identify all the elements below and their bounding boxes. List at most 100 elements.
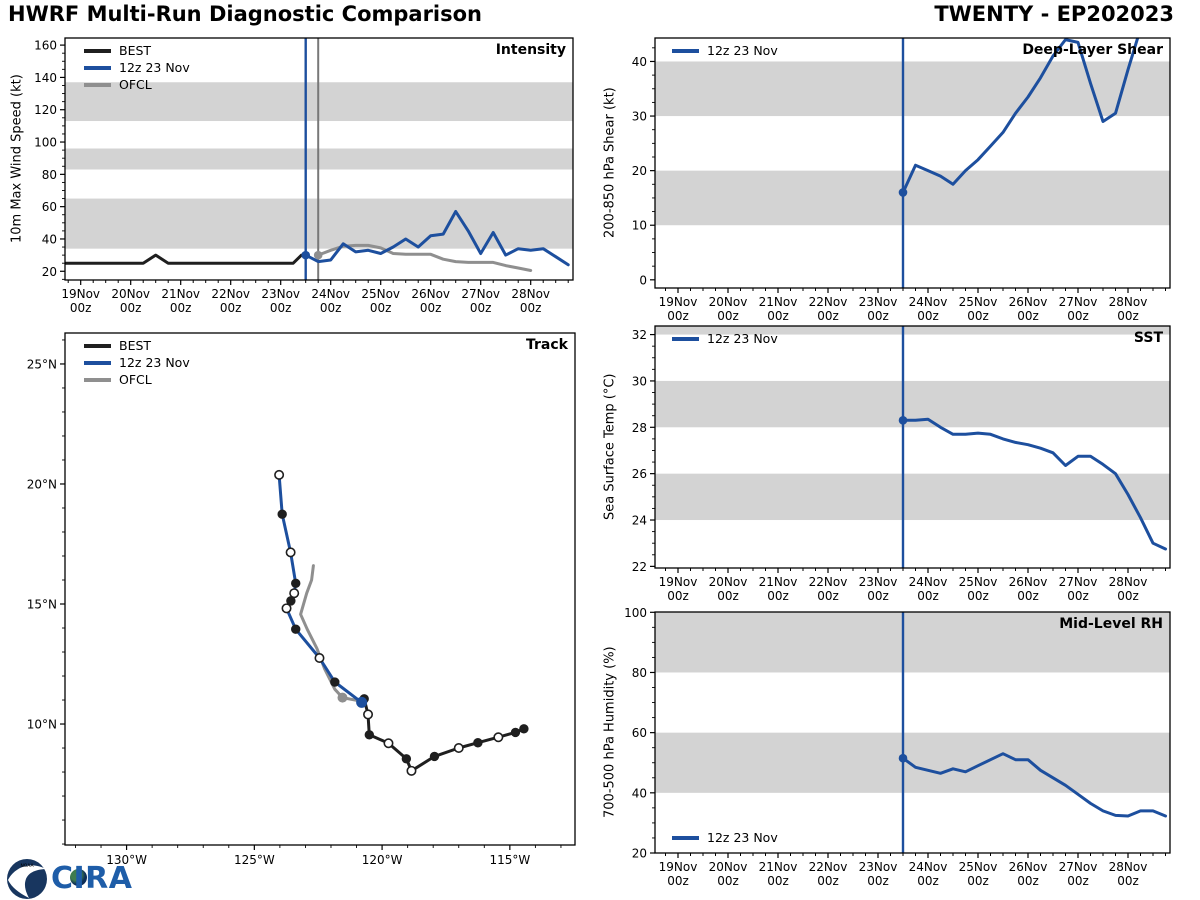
model-start-dot	[898, 188, 908, 197]
x-tick-date-label: 27Nov	[1059, 860, 1098, 874]
shear-y-axis-label: 200-850 hPa Shear (kt)	[602, 87, 618, 239]
intensity-model-line	[304, 210, 570, 267]
model-start-dot	[898, 753, 908, 763]
track-model-line	[277, 473, 364, 704]
category-band	[655, 170, 1170, 226]
ofcl-start-dot	[313, 250, 323, 260]
x-tick-date-label: 25Nov	[959, 295, 998, 309]
model-line-swatch	[84, 361, 111, 365]
track-best-point	[473, 738, 483, 748]
track-best-point	[364, 730, 375, 740]
track-best-point	[401, 754, 412, 764]
x-tick-date-label: 28Nov	[511, 287, 550, 301]
plot-frame	[64, 37, 574, 281]
track-model-point	[356, 696, 368, 708]
track-model-point	[330, 677, 340, 687]
track-best-point	[493, 732, 504, 743]
track-model-point	[285, 547, 296, 558]
y-tick-label: 40	[632, 55, 647, 69]
x-tick-date-label: 23Nov	[859, 860, 898, 874]
track-model-point	[291, 624, 301, 634]
x-tick-hour-label: 00z	[1117, 874, 1139, 888]
track-best-point	[510, 727, 521, 738]
legend-label-model: 12z 23 Nov	[707, 331, 778, 346]
x-tick-date-label: 27Nov	[1059, 575, 1098, 589]
x-tick-hour-label: 00z	[1117, 589, 1139, 603]
x-tick-hour-label: 00z	[767, 874, 789, 888]
legend-item-best: BEST	[84, 338, 190, 354]
x-tick-hour-label: 00z	[817, 874, 839, 888]
x-tick-date-label: 25Nov	[959, 860, 998, 874]
intensity-panel-title: Intensity	[495, 42, 566, 58]
page-title: HWRF Multi-Run Diagnostic Comparison	[8, 2, 483, 26]
plot-frame	[654, 37, 1171, 289]
track-model-point	[291, 578, 301, 589]
x-tick-hour-label: 00z	[1017, 309, 1039, 323]
x-tick-hour-label: 00z	[1017, 589, 1039, 603]
track-best-point	[519, 724, 529, 734]
x-tick-date-label: 26Nov	[1009, 295, 1048, 309]
rh-legend: 12z 23 Nov	[672, 830, 778, 846]
rh-panel-title: Mid-Level RH	[1059, 616, 1163, 632]
x-tick-date-label: 19Nov	[659, 860, 698, 874]
x-tick-hour-label: 00z	[867, 589, 889, 603]
plot-frame	[654, 325, 1171, 569]
y-tick-label: 20	[632, 847, 647, 861]
y-tick-label: 60	[632, 726, 647, 740]
x-tick-date-label: 26Nov	[1009, 860, 1048, 874]
x-tick-date-label: 27Nov	[1059, 295, 1098, 309]
x-tick-date-label: 24Nov	[909, 575, 948, 589]
x-tick-hour-label: 00z	[817, 589, 839, 603]
y-tick-label: 24	[632, 514, 647, 528]
lat-tick-label: 15°N	[27, 598, 57, 612]
x-tick-hour-label: 00z	[917, 309, 939, 323]
storm-title: TWENTY - EP202023	[934, 2, 1174, 26]
x-tick-date-label: 23Nov	[859, 295, 898, 309]
intensity-y-axis-label: 10m Max Wind Speed (kt)	[9, 74, 25, 244]
y-tick-label: 30	[632, 110, 647, 124]
track-ofcl-line	[299, 564, 363, 703]
track-model-point	[281, 603, 292, 614]
track-model-point	[274, 469, 285, 480]
lon-tick-label: 125°W	[234, 853, 275, 867]
x-tick-date-label: 23Nov	[859, 575, 898, 589]
x-tick-hour-label: 00z	[170, 301, 192, 315]
y-tick-label: 22	[632, 560, 647, 574]
track-best-point	[453, 743, 464, 754]
shear-legend: 12z 23 Nov	[672, 43, 778, 59]
x-tick-date-label: 25Nov	[959, 575, 998, 589]
rh-y-axis-label: 700-500 hPa Humidity (%)	[602, 646, 618, 819]
best-line-swatch	[84, 344, 111, 348]
model-line-swatch	[672, 337, 699, 341]
sst-chart: 19Nov00z20Nov00z21Nov00z22Nov00z23Nov00z…	[632, 325, 1171, 603]
rh-chart: 19Nov00z20Nov00z21Nov00z22Nov00z23Nov00z…	[624, 606, 1171, 888]
x-tick-hour-label: 00z	[667, 589, 689, 603]
x-tick-hour-label: 00z	[1067, 309, 1089, 323]
y-tick-label: 28	[632, 421, 647, 435]
lon-tick-label: 130°W	[106, 853, 147, 867]
x-tick-hour-label: 00z	[967, 589, 989, 603]
y-tick-label: 80	[42, 168, 57, 182]
track-model-point	[289, 588, 300, 599]
x-tick-date-label: 25Nov	[361, 287, 400, 301]
x-tick-hour-label: 00z	[370, 301, 392, 315]
lat-tick-label: 10°N	[27, 718, 57, 732]
noaa-logo-text: NOAA	[20, 863, 34, 869]
intensity-ofcl-line	[316, 243, 533, 272]
rh-model-line	[901, 752, 1167, 818]
legend-item-model: 12z 23 Nov	[672, 830, 778, 846]
x-tick-date-label: 26Nov	[1009, 575, 1048, 589]
model-line-swatch	[672, 836, 699, 840]
track-best-point	[363, 709, 374, 720]
x-tick-date-label: 24Nov	[311, 287, 350, 301]
x-tick-hour-label: 00z	[70, 301, 92, 315]
x-tick-date-label: 27Nov	[461, 287, 500, 301]
x-tick-hour-label: 00z	[470, 301, 492, 315]
x-tick-date-label: 20Nov	[709, 575, 748, 589]
x-tick-date-label: 20Nov	[709, 860, 748, 874]
model-line-swatch	[672, 49, 699, 53]
legend-item-model: 12z 23 Nov	[672, 331, 778, 347]
cira-globe-icon	[70, 869, 87, 886]
category-band	[655, 61, 1170, 117]
